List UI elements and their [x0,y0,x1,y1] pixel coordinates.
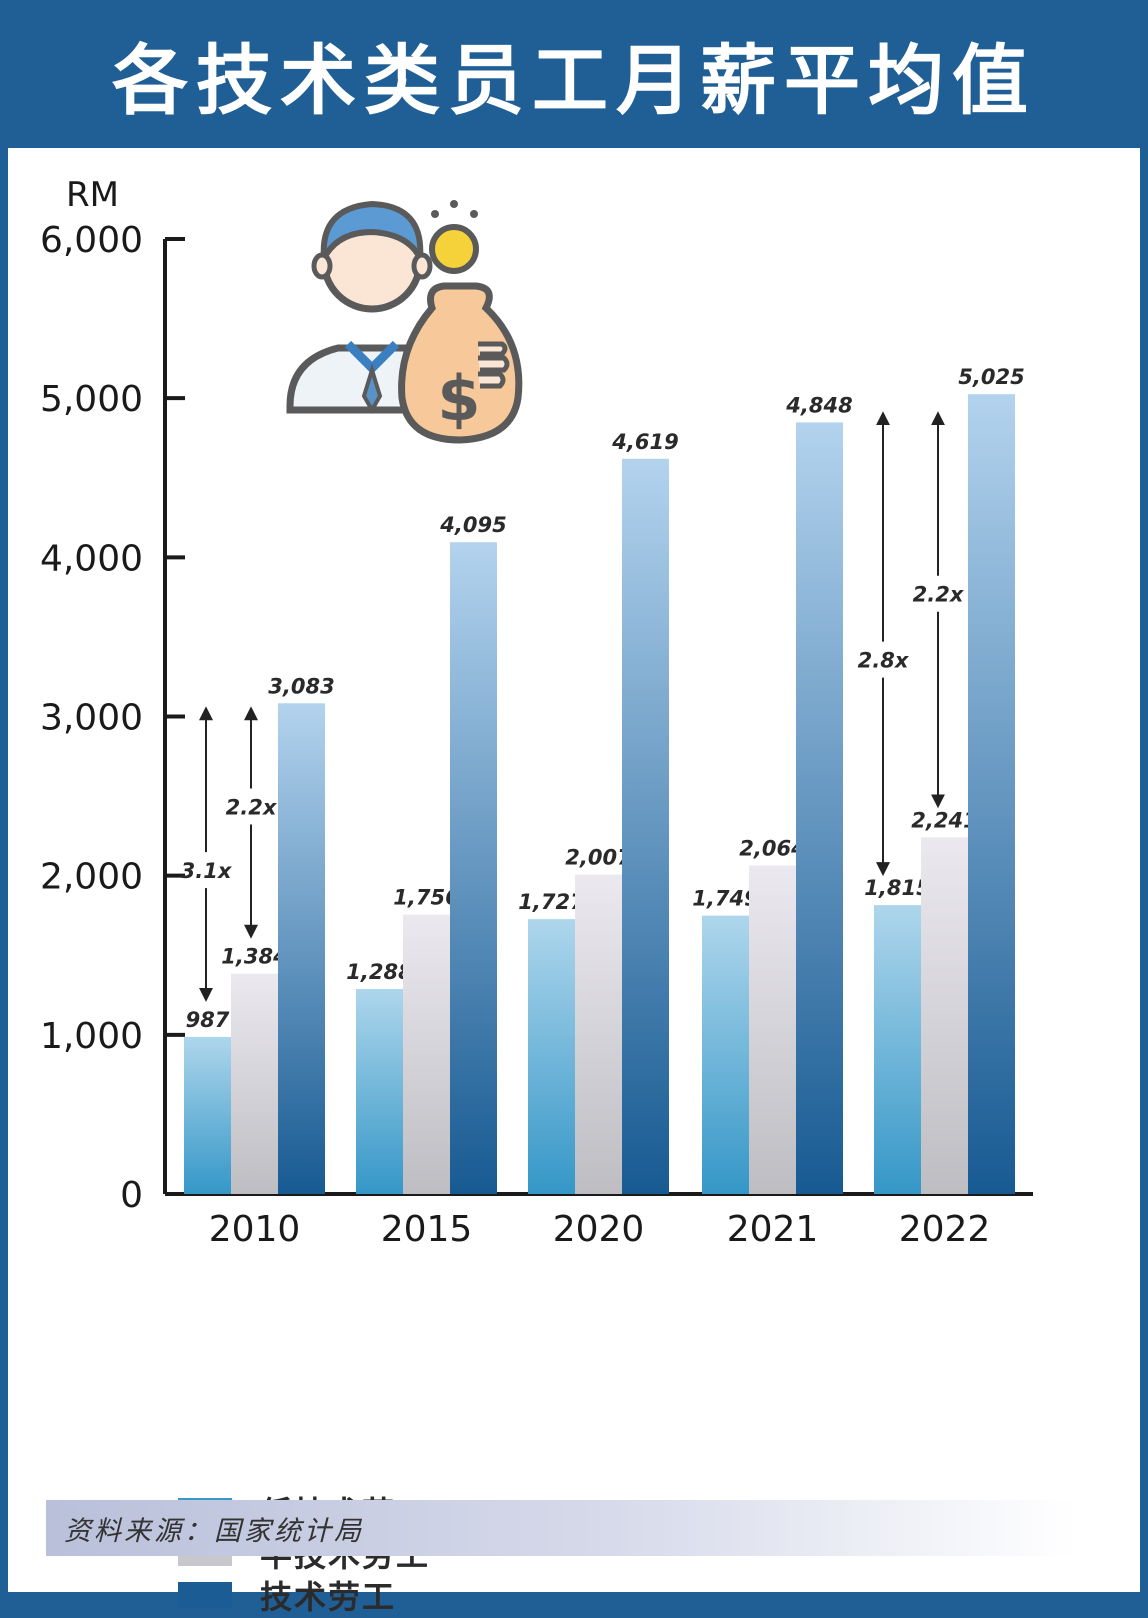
ear-right [411,252,433,280]
bar-2021-2 [796,422,843,1194]
sparkle-dot [470,210,478,218]
chart-title: 各技术类员工月薪平均值 [112,36,1036,125]
data-label: 4,095 [439,513,506,537]
data-label: 2,064 [739,836,805,860]
bar-2021-1 [749,865,796,1194]
dollar-sign: $ [437,362,480,435]
ratio-annotations: 3.1x 2.2x 2.8x 2.2x [181,411,965,1002]
sparkle-dot [450,200,458,208]
bar-2020-2 [622,458,669,1194]
data-label: 2,241 [911,808,977,832]
data-label: 4,848 [785,393,852,417]
employee-salary-icon: $ [286,200,523,444]
icon-group: $ [286,200,523,444]
chart-panel: RM 0 1,000 2,000 3,000 4,000 5,000 6,000 2010 201… [8,148,1140,1616]
tie-shape [361,363,383,415]
data-label: 987 [186,1008,230,1032]
bar-chart: RM 0 1,000 2,000 3,000 4,000 5,000 6,000 2010 201… [40,175,1033,1250]
ratio-label: 3.1x [181,859,233,883]
data-label: 4,619 [611,430,678,454]
bar-2022-1 [921,837,968,1194]
data-label: 1,756 [393,886,459,910]
y-unit-label: RM [66,175,119,215]
ratio-label: 2.8x [858,649,910,673]
bar-2015-0 [356,988,403,1194]
y-tick-label: 3,000 [40,698,143,739]
bar-2022-2 [968,394,1015,1194]
ratio-label: 2.2x [913,583,965,607]
bar-2020-1 [575,874,622,1194]
hair-shape [320,200,424,270]
legend-label-skilled: 技术劳工 [260,1578,397,1616]
bar-2010-2 [278,703,325,1194]
coin-shape [429,224,479,274]
x-tick-label: 2015 [381,1209,473,1250]
bar-2010-1 [231,973,278,1194]
bar-2020-0 [528,919,575,1194]
data-label: 3,083 [268,674,334,698]
y-tick-label: 2,000 [40,857,143,898]
y-tick-label: 6,000 [40,220,143,261]
ratio-label: 2.2x [226,796,278,820]
x-tick-label: 2020 [553,1209,645,1250]
axes: RM 0 1,000 2,000 3,000 4,000 5,000 6,000 2010 201… [40,175,1033,1250]
bar-2010-0 [184,1036,231,1194]
y-tick-label: 4,000 [40,538,143,579]
money-bag-shape [398,282,523,444]
hand-shape [478,341,510,389]
title-bar: 各技术类员工月薪平均值 [0,0,1148,148]
x-tick-label: 2022 [899,1209,991,1250]
x-tick-label: 2010 [209,1209,301,1250]
bar-2015-1 [403,914,450,1194]
bars: 987 1,384 3,083 1,288 1,756 4,095 1,727 2,007 4,… [184,365,1025,1194]
data-label: 5,025 [958,365,1024,389]
source-bar: 资料来源：国家统计局 [46,1500,1076,1556]
legend-item-skilled: 技术劳工 [178,1574,430,1616]
data-label: 1,384 [221,945,287,969]
data-label: 1,815 [864,876,930,900]
legend-swatch-skilled [178,1582,232,1608]
y-tick-label: 5,000 [40,379,143,420]
sparkle-dot [431,210,439,218]
bar-2022-0 [874,905,921,1194]
data-label: 1,749 [692,887,758,911]
bar-2015-2 [450,542,497,1194]
x-tick-label: 2021 [727,1209,819,1250]
bar-2021-0 [702,915,749,1194]
y-tick-label: 1,000 [40,1016,143,1057]
data-label: 1,727 [518,890,585,914]
source-text: 资料来源：国家统计局 [64,1515,364,1547]
ear-left [311,252,333,280]
data-label: 2,007 [565,846,632,870]
data-label: 1,288 [346,960,412,984]
y-tick-label: 0 [120,1175,143,1216]
